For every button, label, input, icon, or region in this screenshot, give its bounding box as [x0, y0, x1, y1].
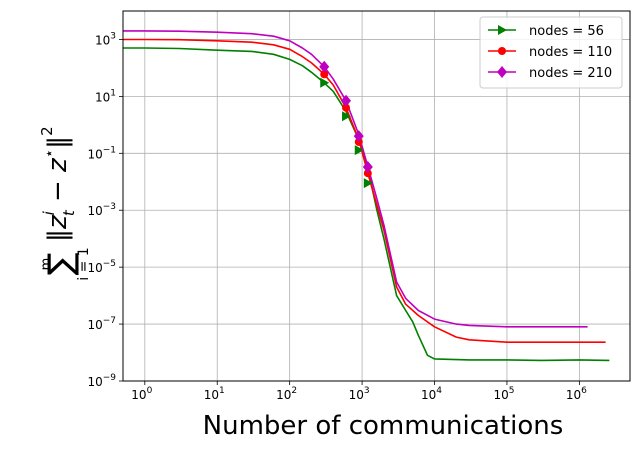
y-label-opt-sup: ⋆ — [40, 149, 58, 158]
x-tick-label: 105 — [493, 386, 514, 402]
x-tick-label: 100 — [131, 386, 152, 402]
y-label-power: 2 — [38, 126, 56, 136]
legend-marker-3 — [497, 66, 507, 78]
y-tick-label: 10−9 — [87, 373, 116, 389]
series-3-marker — [319, 60, 330, 73]
series-3-marker — [362, 161, 373, 174]
y-label-expression: ‖zi t − z⋆‖2 — [38, 126, 78, 242]
legend-marker-1 — [498, 25, 507, 35]
y-label-norm-open: ‖ — [43, 229, 73, 242]
y-axis-label: m ∑ i = 1 ‖zi t − z⋆‖2 — [38, 126, 92, 280]
series-3-marker — [341, 94, 352, 107]
legend: nodes = 56 nodes = 110 nodes = 210 — [479, 16, 623, 89]
legend-marker-2 — [498, 47, 506, 55]
y-label-sum-bottom: i = 1 — [76, 247, 92, 280]
x-tick-label: 102 — [276, 386, 297, 402]
series-line-3 — [123, 30, 588, 328]
y-label-var-sup: i — [40, 210, 58, 215]
series-3-marker — [353, 130, 364, 143]
y-label-opt: z — [43, 157, 73, 173]
series-2-marker — [342, 103, 351, 112]
y-tick-label: 10−3 — [87, 202, 116, 218]
axis-ticks — [119, 39, 580, 385]
y-tick-label: 10−1 — [87, 145, 116, 161]
y-tick-label: 101 — [95, 88, 116, 104]
series-1-marker — [342, 111, 352, 122]
series-1-marker — [363, 178, 373, 189]
y-label-sum-top: m — [39, 258, 54, 271]
y-tick-label: 10−7 — [87, 316, 116, 332]
plot-frame — [122, 10, 631, 382]
series-line-2 — [123, 38, 606, 344]
x-axis-label: Number of communications — [203, 411, 564, 441]
y-tick-label: 10−5 — [87, 259, 116, 275]
series-1-marker — [320, 77, 330, 88]
x-tick-label: 101 — [204, 386, 225, 402]
series-1-marker — [354, 145, 364, 156]
x-tick-label: 106 — [566, 386, 587, 402]
x-tick-label: 103 — [349, 386, 370, 402]
series-2-marker — [320, 70, 329, 79]
series-markers — [319, 60, 373, 189]
y-label-sum-symbol: ∑ — [41, 252, 81, 275]
y-label-minus: − — [43, 172, 73, 210]
y-label-var: z — [43, 214, 73, 230]
legend-label-3: nodes = 210 — [529, 66, 612, 81]
y-tick-label: 103 — [95, 31, 116, 47]
legend-box — [479, 16, 623, 89]
legend-label-2: nodes = 110 — [529, 45, 612, 60]
y-label-var-sub: t — [60, 209, 78, 216]
legend-label-1: nodes = 56 — [529, 24, 604, 39]
series-2-marker — [363, 169, 372, 178]
x-tick-label: 104 — [421, 386, 442, 402]
tick-labels: 100 101 102 103 104 105 106 10−9 10−7 10−5 10−3 10−… — [87, 31, 587, 402]
y-label-norm-close: ‖ — [43, 136, 73, 149]
